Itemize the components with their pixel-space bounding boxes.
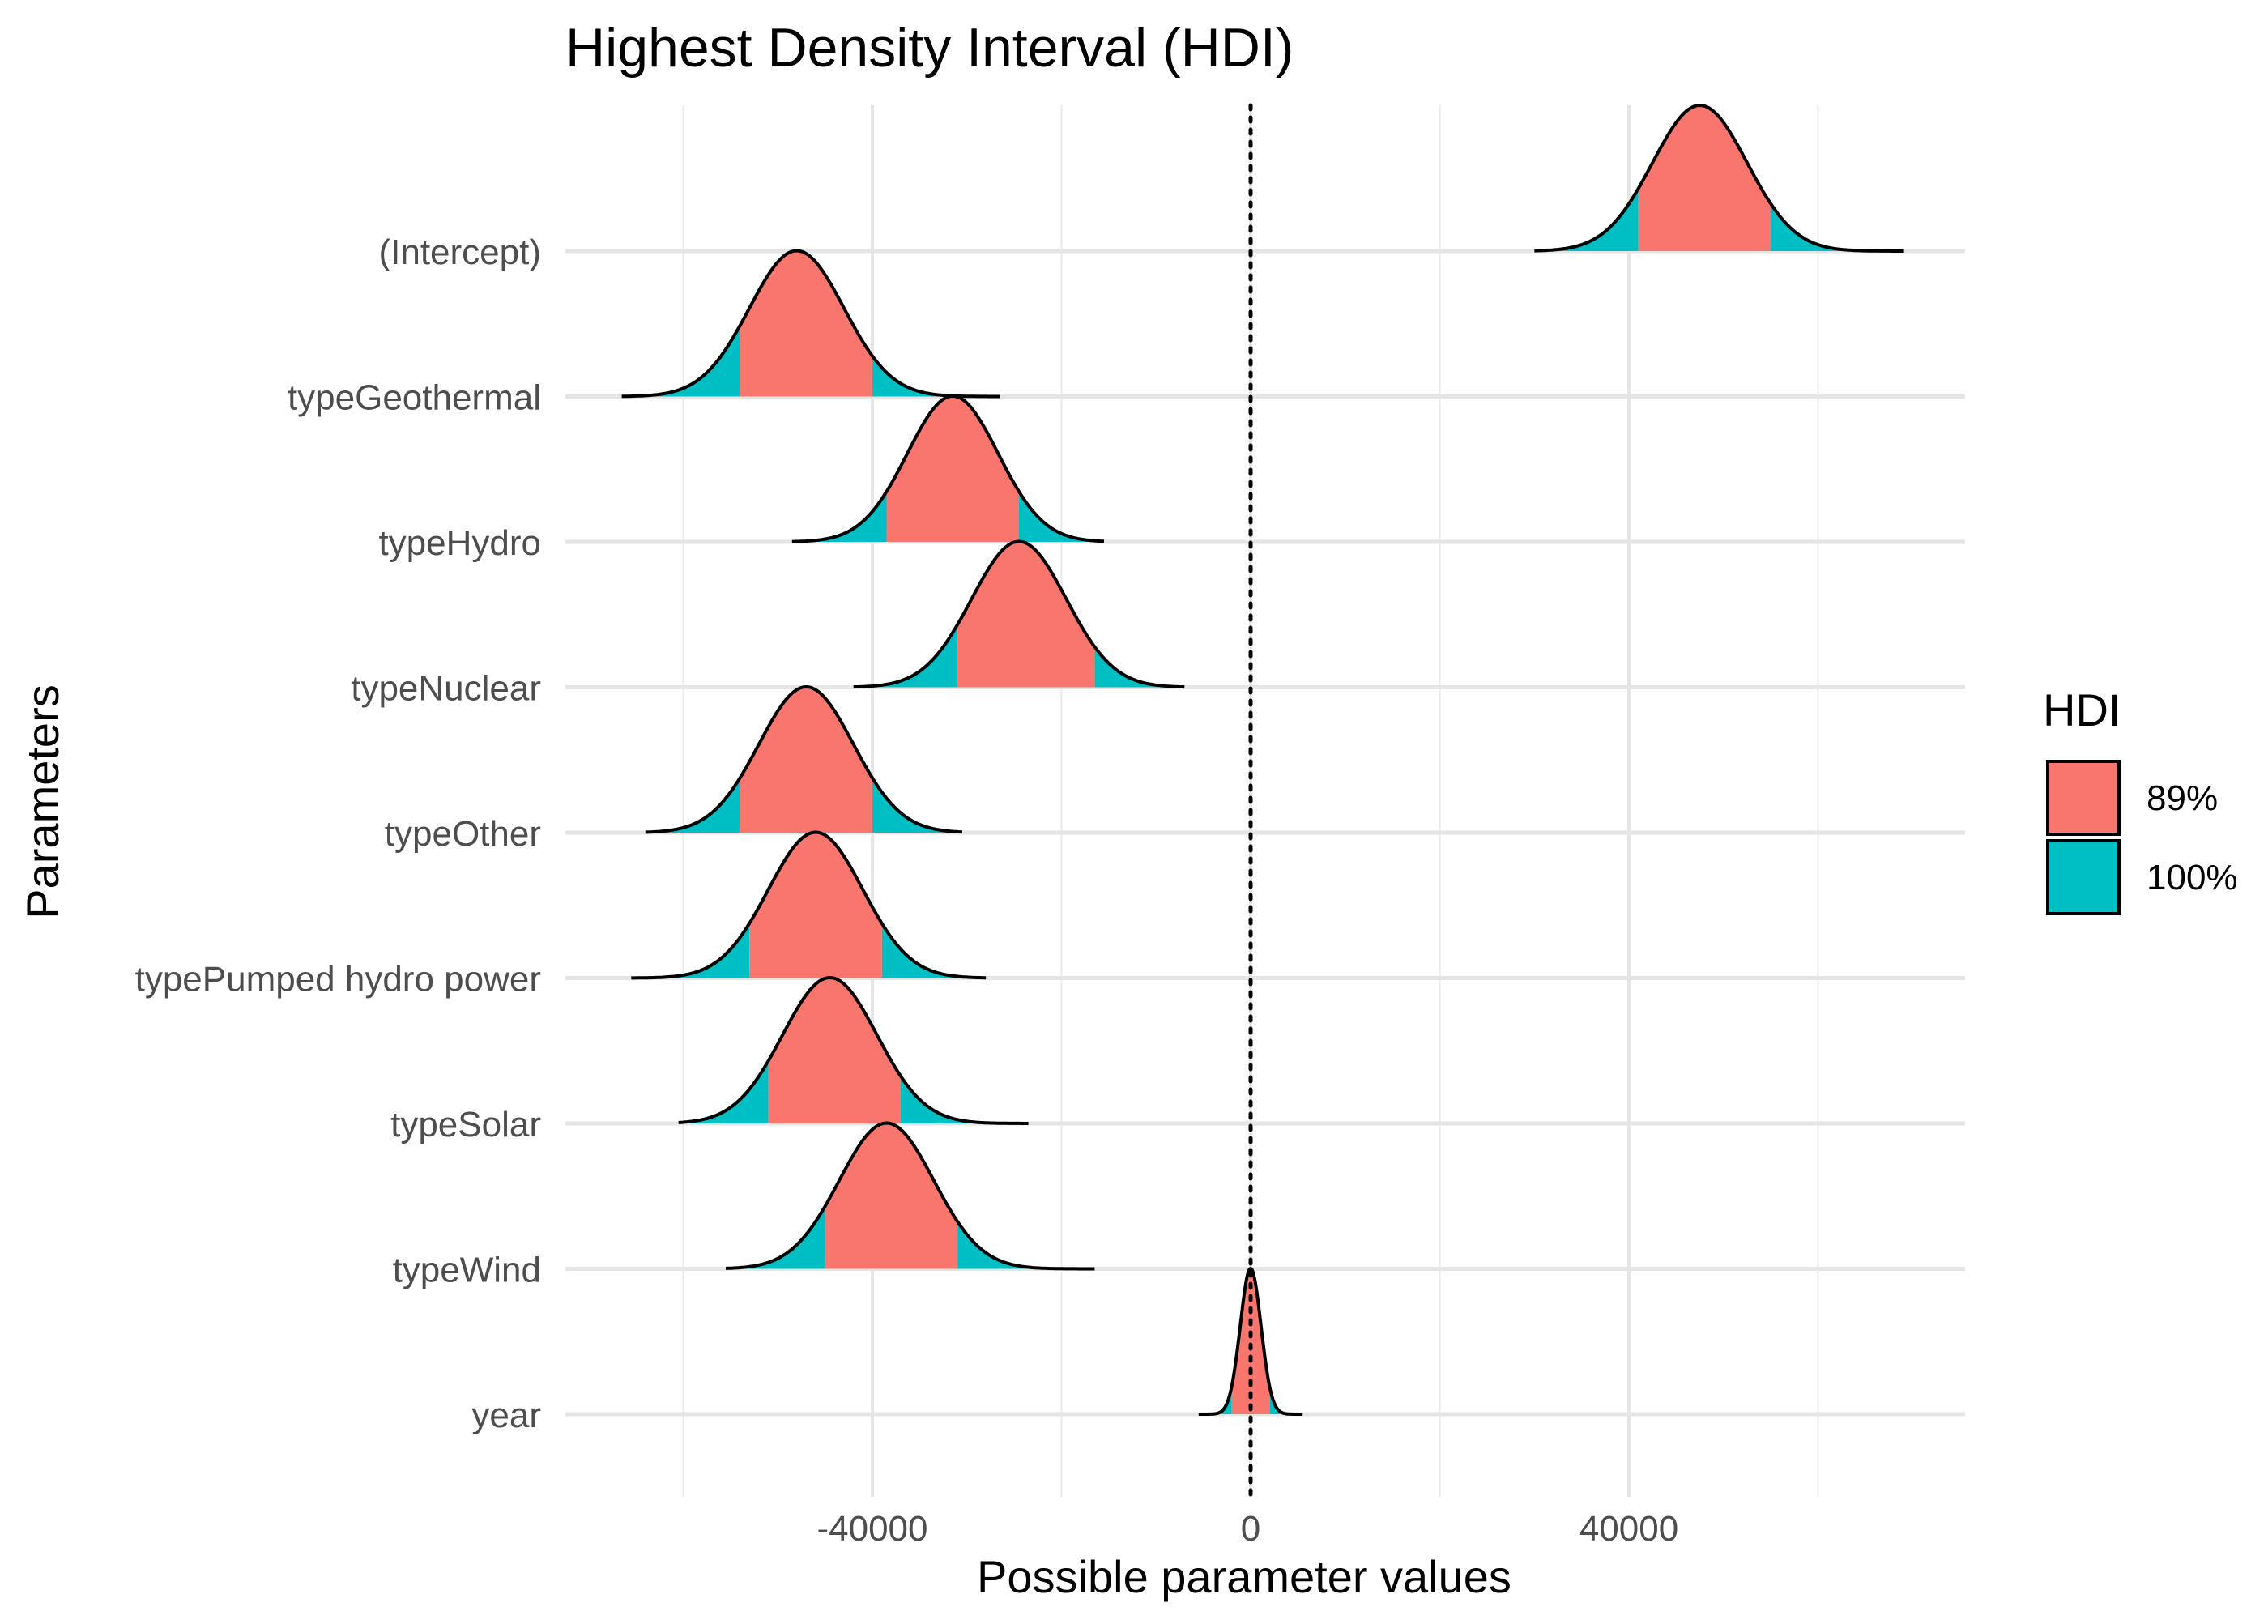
y-tick-label: year (471, 1396, 541, 1435)
hdi-89-area (740, 250, 872, 397)
ridge-typesolar (678, 976, 1029, 1125)
ridge-typepumped-hydro-power (631, 830, 987, 980)
hdi-100-left-area (791, 491, 887, 542)
hdi-100-left-area (853, 624, 958, 688)
hdi-100-right-area (1269, 1386, 1303, 1414)
density-outline (621, 249, 1000, 399)
ridge-typewind (725, 1121, 1095, 1271)
density-outline (853, 539, 1185, 689)
x-axis-title: Possible parameter values (977, 1551, 1511, 1602)
y-tick-label: typeSolar (390, 1105, 541, 1144)
density-outline (791, 394, 1105, 543)
density-outline (645, 685, 962, 834)
hdi-89-area (740, 687, 872, 833)
ridge-typehydro (791, 394, 1105, 543)
hdi-100-left-area (678, 1060, 769, 1123)
hdi-100-left-area (631, 923, 750, 978)
hdi-89-area (749, 832, 882, 978)
legend-title: HDI (2043, 684, 2121, 735)
y-tick-label: typePumped hydro power (135, 960, 541, 1000)
density-outline (631, 830, 987, 980)
y-tick-label: typeWind (393, 1251, 541, 1290)
hdi-89-area (957, 541, 1095, 688)
legend-swatch-89 (2046, 760, 2121, 836)
hdi-100-left-area (726, 1206, 825, 1269)
chart-title: Highest Density Interval (HDI) (565, 17, 1294, 79)
hdi-89-area (1231, 1268, 1270, 1414)
hdi-100-right-area (872, 778, 962, 833)
hdi-100-right-area (1094, 646, 1185, 688)
hdi-89-area (886, 396, 1019, 542)
hdi-100-left-area (645, 778, 740, 833)
ridge-typenuclear (853, 539, 1185, 689)
density-outline (1534, 104, 1904, 253)
legend-swatch-100 (2046, 839, 2121, 915)
legend-label-89: 89% (2146, 778, 2218, 818)
density-outline (1197, 1267, 1304, 1416)
x-tick-labels: -40000 0 40000 (816, 1509, 1678, 1549)
x-tick-label: 40000 (1580, 1509, 1678, 1549)
ridge--intercept- (1534, 104, 1904, 253)
y-tick-label: typeGeothermal (288, 378, 541, 418)
ridge-typeother (645, 685, 962, 834)
density-outline (725, 1121, 1095, 1271)
x-tick-label: 0 (1241, 1509, 1260, 1549)
y-tick-label: (Intercept) (378, 232, 541, 272)
legend-label-100: 100% (2146, 858, 2238, 897)
density-layer (621, 104, 1904, 1416)
y-tick-labels: (Intercept) typeGeothermal typeHydro typeNu… (135, 232, 541, 1435)
ridge-year (1197, 1267, 1304, 1416)
ridge-typegeothermal (621, 249, 1000, 399)
hdi-100-right-area (881, 923, 987, 978)
hdi-100-left-area (621, 325, 740, 397)
x-tick-label: -40000 (816, 1509, 927, 1549)
hdi-100-left-area (1534, 188, 1639, 251)
y-tick-label: typeOther (385, 814, 541, 854)
hdi-89-area (825, 1123, 958, 1269)
hdi-89-area (1638, 105, 1771, 251)
hdi-100-left-area (1198, 1386, 1232, 1414)
y-tick-label: typeNuclear (351, 669, 541, 709)
y-axis-title: Parameters (17, 684, 68, 919)
density-outline (678, 976, 1029, 1125)
legend: HDI 89% 100% (2043, 684, 2238, 915)
hdi-89-area (768, 978, 901, 1123)
hdi-100-right-area (1019, 491, 1104, 542)
y-tick-label: typeHydro (378, 523, 541, 563)
